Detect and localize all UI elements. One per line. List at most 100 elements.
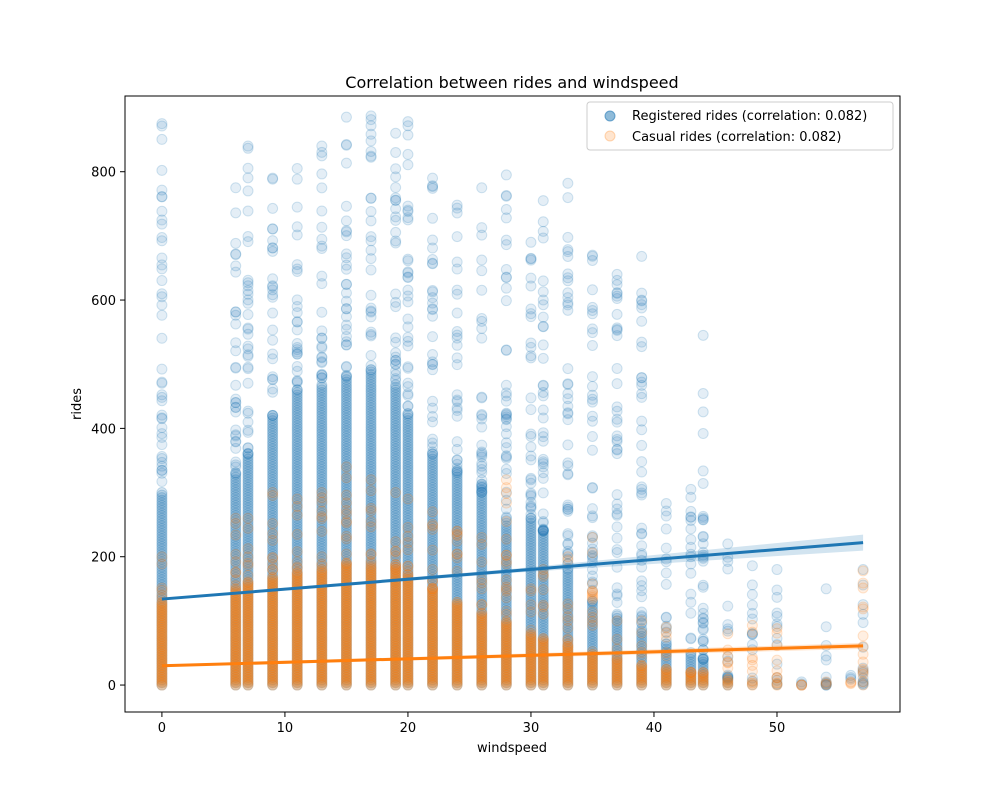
point <box>267 448 279 460</box>
point <box>230 630 242 642</box>
point-max <box>636 250 648 262</box>
point <box>402 253 414 265</box>
point <box>230 674 242 686</box>
point <box>267 410 279 422</box>
point <box>267 552 279 564</box>
point <box>537 487 549 499</box>
point <box>267 307 279 319</box>
point <box>451 436 463 448</box>
point <box>242 540 254 552</box>
point <box>636 295 648 307</box>
point <box>697 635 709 647</box>
point <box>267 633 279 645</box>
point <box>156 487 168 499</box>
point <box>242 489 254 501</box>
point <box>636 627 648 639</box>
point <box>451 307 463 319</box>
point <box>402 284 414 296</box>
point <box>242 676 254 688</box>
point <box>500 282 512 294</box>
point <box>156 651 168 663</box>
point <box>267 512 279 524</box>
point <box>242 377 254 389</box>
point <box>636 439 648 451</box>
point <box>365 364 377 376</box>
point <box>525 341 537 353</box>
point <box>156 232 168 244</box>
point <box>230 594 242 606</box>
legend-marker-registered <box>604 110 616 122</box>
point-max <box>291 163 303 175</box>
point <box>156 605 168 617</box>
point <box>230 599 242 611</box>
point-max <box>722 538 734 550</box>
point <box>230 580 242 592</box>
point <box>746 675 758 687</box>
point <box>242 461 254 473</box>
point <box>242 142 254 154</box>
point <box>156 582 168 594</box>
point <box>402 388 414 400</box>
point <box>230 461 242 473</box>
point <box>697 406 709 418</box>
point-max <box>660 621 672 633</box>
point <box>267 223 279 235</box>
point-max <box>537 195 549 207</box>
point <box>230 379 242 391</box>
point <box>267 676 279 688</box>
point <box>156 599 168 611</box>
point <box>242 426 254 438</box>
point <box>537 427 549 439</box>
point <box>267 202 279 214</box>
point <box>230 529 242 541</box>
point <box>636 456 648 468</box>
point <box>267 594 279 606</box>
point <box>156 635 168 647</box>
point <box>156 428 168 440</box>
point <box>267 576 279 588</box>
point-max <box>402 493 414 505</box>
point <box>291 316 303 328</box>
point <box>242 349 254 361</box>
point <box>267 643 279 655</box>
point <box>156 218 168 230</box>
point <box>242 538 254 550</box>
point <box>267 602 279 614</box>
point <box>230 676 242 688</box>
point <box>242 522 254 534</box>
point-max <box>586 531 598 543</box>
point <box>156 630 168 642</box>
point <box>636 341 648 353</box>
point <box>267 235 279 247</box>
point <box>390 351 402 363</box>
point <box>291 201 303 213</box>
point <box>267 440 279 452</box>
point <box>156 184 168 196</box>
point <box>291 556 303 568</box>
point <box>230 648 242 660</box>
point <box>156 456 168 468</box>
point <box>267 453 279 465</box>
point <box>156 464 168 476</box>
point <box>156 464 168 476</box>
point <box>267 415 279 427</box>
point <box>525 441 537 453</box>
point <box>242 630 254 642</box>
point <box>267 625 279 637</box>
point <box>722 662 734 674</box>
point <box>857 668 869 680</box>
point <box>242 679 254 691</box>
point <box>427 564 439 576</box>
point <box>402 296 414 308</box>
point <box>156 453 168 465</box>
point <box>267 553 279 565</box>
point <box>611 633 623 645</box>
point-max <box>402 116 414 128</box>
point <box>697 428 709 440</box>
point <box>451 359 463 371</box>
point <box>242 361 254 373</box>
point <box>242 641 254 653</box>
point <box>242 309 254 321</box>
point <box>685 511 697 523</box>
point <box>230 569 242 581</box>
